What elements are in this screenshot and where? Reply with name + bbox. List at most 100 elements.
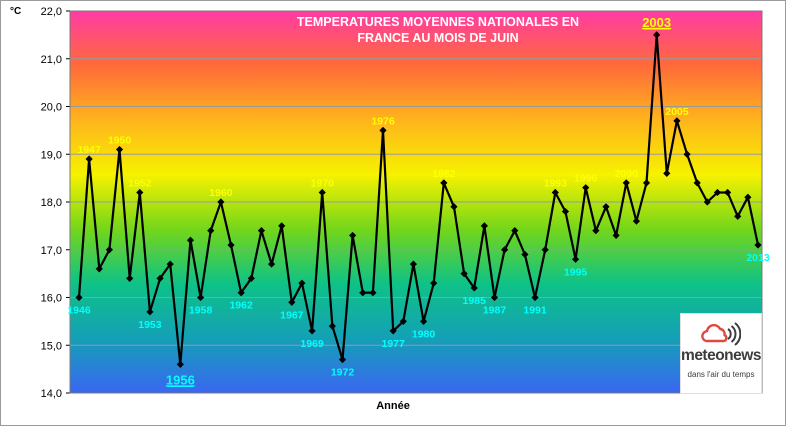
data-point [278, 222, 286, 230]
data-point [338, 355, 347, 364]
year-label: 1976 [371, 115, 395, 127]
data-point [409, 260, 418, 268]
year-label: 2013 [746, 252, 770, 264]
data-point [642, 179, 651, 187]
data-point [156, 274, 164, 282]
year-label: 1947 [77, 144, 101, 156]
data-point [723, 188, 732, 197]
data-point [136, 188, 144, 197]
data-point [592, 227, 600, 235]
year-label: 1977 [381, 338, 405, 350]
data-point [632, 217, 640, 225]
year-labels: 1946 1947 1950 1952 1953 1956 1958 1960 1962 1967… [67, 15, 770, 387]
plot-border [69, 10, 763, 394]
data-point [480, 222, 488, 230]
data-point [75, 293, 83, 302]
data-point [146, 308, 154, 316]
data-point [703, 198, 711, 206]
data-point [359, 289, 367, 297]
data-point [217, 198, 225, 206]
y-tick-label: 22,0 [41, 6, 62, 18]
year-label: 1980 [412, 328, 436, 340]
data-point [551, 188, 559, 197]
year-label: 1970 [311, 177, 335, 189]
year-label: 1996 [574, 173, 598, 185]
data-point [653, 31, 661, 39]
data-point [622, 179, 630, 187]
y-axis-unit: °C [10, 6, 21, 17]
data-point [582, 184, 590, 192]
year-label: 1956 [166, 372, 195, 387]
data-point [197, 293, 205, 302]
data-point [450, 203, 458, 211]
data-point [470, 284, 478, 292]
data-point [85, 155, 93, 163]
meteonews-logo: meteonews dans l'air du temps [680, 313, 762, 394]
series-line [77, 33, 760, 366]
y-tick-label: 16,0 [41, 293, 62, 305]
data-point [430, 279, 438, 287]
data-point [673, 117, 681, 125]
data-point [105, 246, 114, 254]
data-point [349, 231, 357, 240]
year-label: 1969 [300, 338, 324, 350]
year-label: 1953 [138, 319, 162, 331]
year-label: 1987 [483, 305, 507, 317]
year-label: 1993 [544, 177, 568, 189]
grid-lines [66, 10, 763, 394]
year-label: 1967 [280, 309, 304, 321]
data-point [521, 250, 529, 259]
y-tick-label: 15,0 [41, 340, 62, 352]
data-point [328, 322, 336, 330]
data-point [663, 169, 671, 177]
data-point [683, 150, 691, 158]
data-points [75, 31, 762, 368]
logo-tagline: dans l'air du temps [687, 370, 755, 379]
data-point [541, 246, 549, 254]
data-point [126, 274, 134, 282]
year-label: 1950 [108, 134, 132, 146]
data-point [298, 279, 306, 287]
data-point [399, 317, 407, 325]
year-label: 1952 [128, 177, 152, 189]
data-point [95, 265, 103, 273]
data-point [561, 207, 570, 216]
data-point [612, 231, 620, 240]
y-tick-label: 14,0 [41, 388, 62, 400]
year-label: 2003 [642, 15, 671, 30]
year-label: 1962 [229, 300, 253, 312]
data-point [166, 260, 174, 268]
year-label: 1946 [67, 305, 91, 317]
data-point [490, 293, 499, 302]
chart-title-line-2: FRANCE AU MOIS DE JUIN [357, 31, 518, 45]
y-tick-label: 20,0 [41, 102, 62, 114]
logo-wordmark: meteonews [681, 347, 761, 364]
year-label: 2005 [665, 106, 689, 118]
data-point [227, 241, 235, 249]
year-label: 1958 [189, 305, 213, 317]
data-point [440, 179, 448, 187]
year-label: 1972 [331, 367, 355, 379]
data-point [602, 203, 610, 211]
chart-title-line-1: TEMPERATURES MOYENNES NATIONALES EN [297, 15, 579, 29]
data-point [186, 236, 195, 244]
cloud-wifi-icon [701, 322, 741, 346]
data-point [734, 212, 742, 220]
data-point [115, 145, 124, 154]
year-label: 1982 [432, 168, 456, 180]
data-point [531, 293, 539, 302]
y-tick-label: 17,0 [41, 245, 62, 257]
data-point [754, 241, 762, 249]
data-point [207, 227, 215, 235]
y-tick-labels: 14,0 15,0 16,0 17,0 18,0 19,0 20,0 21,0 22,0 [41, 6, 62, 400]
data-point [389, 327, 397, 335]
data-point [511, 227, 519, 235]
data-point [237, 289, 245, 297]
data-point [247, 274, 255, 282]
data-point [419, 317, 428, 325]
data-point [744, 193, 752, 201]
data-point [257, 227, 266, 235]
y-tick-label: 21,0 [41, 54, 62, 66]
data-point [693, 179, 701, 187]
